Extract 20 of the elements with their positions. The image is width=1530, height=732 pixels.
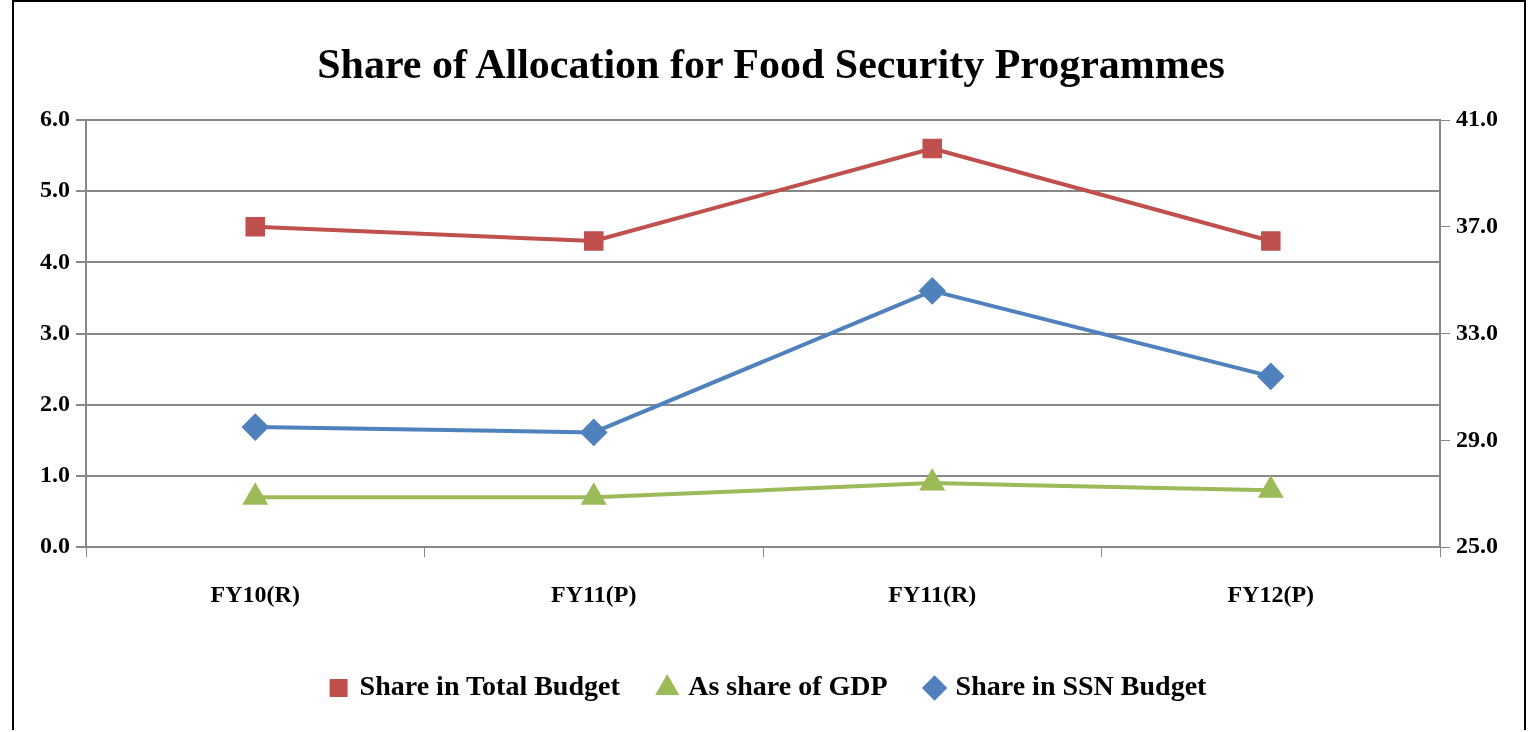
y-tick-label: 0.0 (40, 532, 70, 559)
y-tick-label: 4.0 (40, 247, 70, 274)
x-tick-label: FY11(R) (888, 580, 977, 607)
y2-tick-label: 41.0 (1456, 105, 1498, 132)
chart-title: Share of Allocation for Food Security Programmes (316, 40, 1226, 88)
legend-label: As share of GDP (688, 670, 888, 702)
x-tick-label: FY10(R) (210, 580, 300, 607)
y2-tick-label: 33.0 (1456, 318, 1498, 345)
legend-label: Share in SSN Budget (955, 670, 1208, 702)
x-tick-label: FY12(P) (1227, 580, 1315, 607)
y-tick-label: 5.0 (40, 176, 70, 203)
y-tick-label: 1.0 (40, 461, 70, 488)
x-tick-label: FY11(P) (551, 580, 637, 607)
y2-tick-label: 29.0 (1456, 425, 1498, 452)
y-tick-label: 6.0 (40, 105, 70, 132)
y2-tick-label: 37.0 (1456, 212, 1498, 238)
y2-tick-label: 25.0 (1456, 532, 1498, 559)
legend-label: Share in Total Budget (359, 670, 621, 702)
y-tick-label: 3.0 (40, 318, 70, 345)
y-tick-label: 2.0 (40, 390, 70, 416)
